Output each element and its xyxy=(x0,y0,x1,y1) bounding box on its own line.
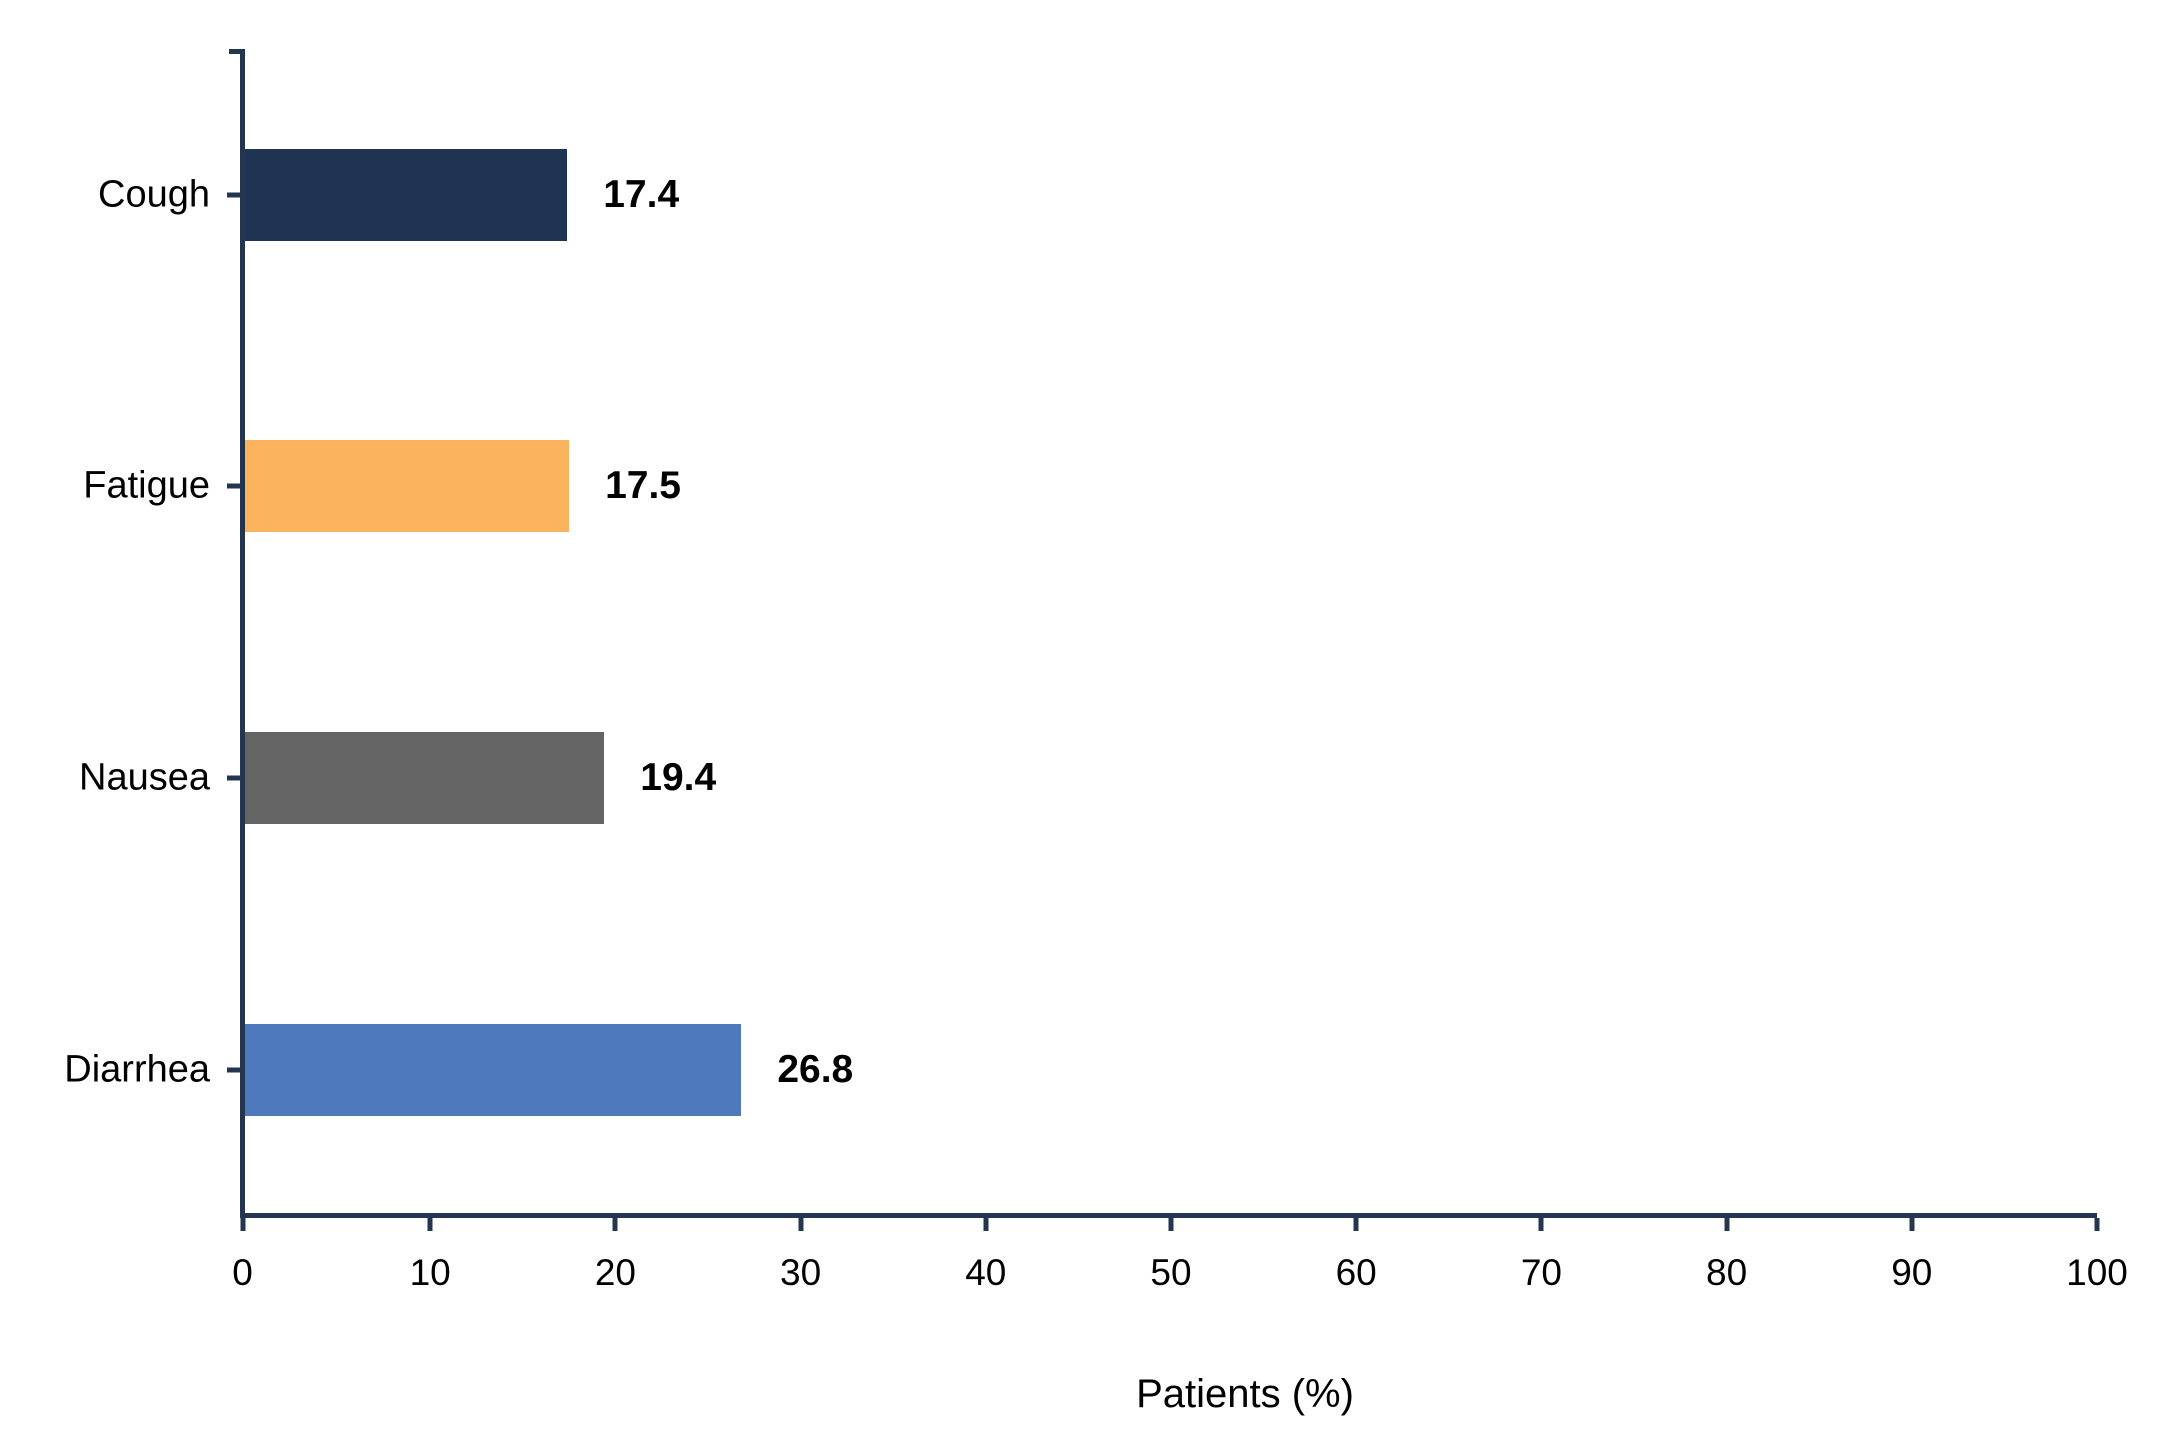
x-axis-tick-label: 70 xyxy=(1520,1252,1562,1293)
x-axis-tick-label: 30 xyxy=(780,1252,822,1293)
y-axis-tick xyxy=(227,192,240,198)
category-label: Fatigue xyxy=(83,464,210,507)
bar-value-label: 26.8 xyxy=(777,1047,854,1091)
x-axis-tick xyxy=(1168,1218,1174,1231)
y-axis-tick xyxy=(227,1067,240,1073)
x-axis-tick xyxy=(240,1218,245,1231)
x-axis-tick-label: 40 xyxy=(965,1252,1007,1293)
y-axis-tick xyxy=(227,483,240,489)
bar-value-label: 19.4 xyxy=(640,756,717,800)
x-axis-tick-label: 100 xyxy=(2066,1252,2128,1293)
x-axis-tick-label: 90 xyxy=(1891,1252,1933,1293)
category-label: Diarrhea xyxy=(64,1048,210,1091)
x-axis-tick-label: 50 xyxy=(1150,1252,1192,1293)
x-axis-tick xyxy=(612,1218,618,1231)
y-axis-tick xyxy=(227,775,240,781)
x-axis-tick-label: 10 xyxy=(409,1252,451,1293)
x-axis-tick xyxy=(1909,1218,1915,1231)
x-axis-tick-label: 0 xyxy=(232,1252,253,1293)
x-axis-tick xyxy=(798,1218,804,1231)
x-axis-line xyxy=(240,1213,2097,1218)
y-axis-top-tick xyxy=(229,49,240,54)
y-axis-line xyxy=(240,49,245,1218)
x-axis-tick xyxy=(983,1218,989,1231)
bar-diarrhea xyxy=(245,1023,742,1116)
x-axis-tick-label: 60 xyxy=(1335,1252,1377,1293)
bar-value-label: 17.5 xyxy=(605,464,681,508)
category-label: Nausea xyxy=(79,756,210,799)
bar-value-label: 17.4 xyxy=(603,172,680,216)
x-axis-tick xyxy=(2094,1218,2100,1231)
bar-fatigue xyxy=(245,440,570,533)
bar-cough xyxy=(245,148,568,241)
x-axis-title: Patients (%) xyxy=(1136,1372,1354,1416)
x-axis-tick xyxy=(1353,1218,1359,1231)
x-axis-tick xyxy=(427,1218,433,1231)
category-label: Cough xyxy=(98,173,210,216)
x-axis-tick-label: 20 xyxy=(594,1252,636,1293)
bar-nausea xyxy=(245,732,605,825)
x-axis-tick-label: 80 xyxy=(1706,1252,1748,1293)
x-axis-tick xyxy=(1724,1218,1730,1231)
x-axis-tick xyxy=(1538,1218,1544,1231)
